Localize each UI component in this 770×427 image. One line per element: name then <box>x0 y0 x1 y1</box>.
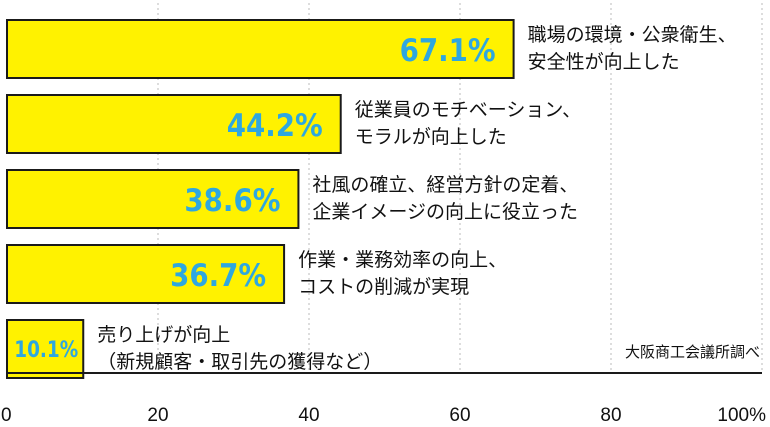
category-label-1-line-1: モラルが向上した <box>355 126 507 148</box>
data-label-2: 38.6% <box>184 183 280 219</box>
x-tick-label-20: 20 <box>147 405 168 426</box>
bar-3 <box>6 244 286 304</box>
x-tick-label-100: 100% <box>717 405 766 426</box>
data-label-3: 36.7% <box>170 258 266 294</box>
source-note: 大阪商工会議所調べ <box>625 343 760 361</box>
bar-0 <box>6 19 515 79</box>
category-label-2-line-0: 社風の確立、経営方針の定着、 <box>312 174 578 196</box>
data-label-0: 67.1% <box>400 33 496 69</box>
category-label-4-line-1: （新規顧客・取引先の獲得など） <box>97 351 382 373</box>
category-label-2-line-1: 企業イメージの向上に役立った <box>312 201 578 223</box>
category-label-1-line-0: 従業員のモチベーション、 <box>355 99 581 121</box>
x-tick-label-0: 0 <box>1 405 12 426</box>
x-tick-label-40: 40 <box>298 405 319 426</box>
category-label-0-line-0: 職場の環境・公衆衛生、 <box>528 24 737 46</box>
data-label-1: 44.2% <box>227 108 323 144</box>
category-label-0-line-1: 安全性が向上した <box>528 51 680 73</box>
category-label-3-line-1: コストの削減が実現 <box>298 276 469 298</box>
x-tick-label-60: 60 <box>449 405 470 426</box>
x-tick-label-80: 80 <box>600 405 621 426</box>
data-label-4: 10.1% <box>14 338 78 363</box>
bar-2 <box>6 169 300 229</box>
bars: 67.1% 職場の環境・公衆衛生、安全性が向上した 44.2% 従業員のモチベーション… <box>6 19 737 379</box>
x-axis: 0 20 40 60 80 100% <box>1 372 766 426</box>
category-label-4-line-0: 売り上げが向上 <box>97 324 230 346</box>
category-label-3-line-0: 作業・業務効率の向上、 <box>298 249 507 271</box>
bar-1 <box>6 94 342 154</box>
bar-4 <box>6 319 85 379</box>
